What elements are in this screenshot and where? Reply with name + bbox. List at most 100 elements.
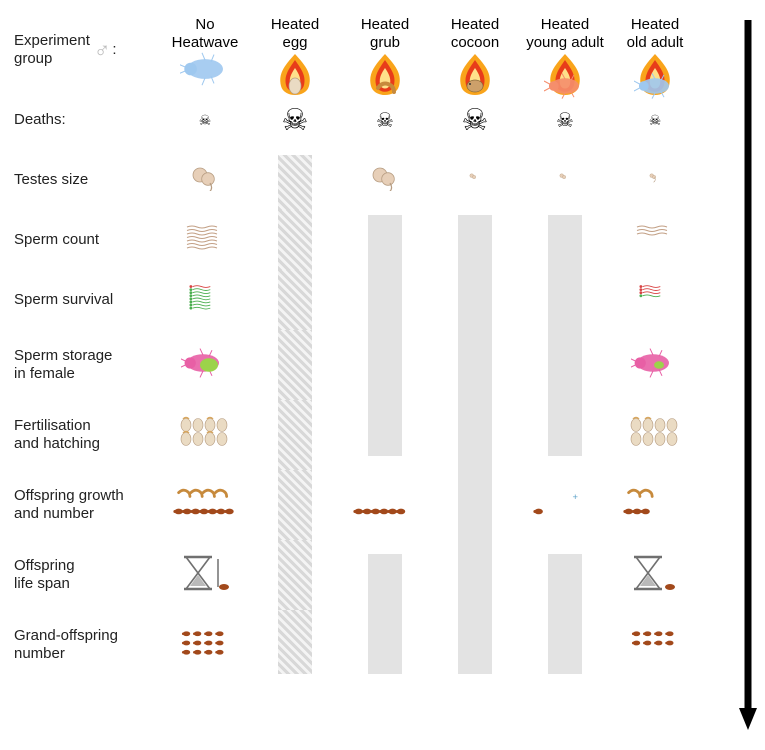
no-data-greyed [458, 540, 492, 610]
cell-deaths-cocoon: ☠ [430, 90, 520, 150]
cell-deaths-oadult: ☠ [610, 90, 700, 150]
cell-spsurv-oadult [610, 270, 700, 330]
no-data-greyed [368, 270, 402, 330]
cell-offlife-cocoon [430, 540, 520, 610]
testes-icon [557, 171, 573, 190]
grand-offspring-icon [180, 626, 230, 665]
skull-icon: ☠ [199, 112, 212, 129]
offspring-icon [623, 483, 687, 528]
cell-offlife-grub [340, 540, 430, 610]
cell-spcount-oadult [610, 210, 700, 270]
cell-spcount-nohw [160, 210, 250, 270]
skull-icon: ☠ [462, 103, 489, 138]
skull-icon: ☠ [282, 103, 309, 138]
col-label: Heatedyoung adult [526, 16, 604, 52]
no-data-greyed [548, 400, 582, 456]
cell-spstore-egg [250, 330, 340, 400]
no-data-hatched [278, 400, 312, 470]
no-data-greyed [368, 610, 402, 674]
no-data-greyed [548, 554, 582, 610]
eggs-icon [628, 415, 682, 456]
cell-grand-nohw [160, 610, 250, 680]
no-data-greyed [458, 400, 492, 470]
cell-spsurv-egg [250, 270, 340, 330]
sperm-count-icon [633, 223, 677, 258]
col-header-grub: Heatedgrub [340, 10, 430, 90]
sperm-count-icon [183, 223, 227, 258]
cell-offgrow-grub [340, 470, 430, 540]
no-data-greyed [458, 330, 492, 400]
cell-grand-cocoon [430, 610, 520, 680]
cell-fert-cocoon [430, 400, 520, 470]
no-data-hatched [278, 470, 312, 540]
testes-icon [647, 171, 663, 190]
col-label: Heatedcocoon [451, 16, 499, 52]
col-label: NoHeatwave [172, 16, 239, 52]
cell-deaths-nohw: ☠ [160, 90, 250, 150]
no-data-hatched [278, 540, 312, 610]
cell-fert-yadult [520, 400, 610, 470]
sperm-storage-icon [631, 345, 679, 386]
cell-spsurv-grub [340, 270, 430, 330]
cell-grand-grub [340, 610, 430, 680]
cell-deaths-egg: ☠ [250, 90, 340, 150]
no-data-greyed [368, 215, 402, 270]
col-header-oadult: Heatedold adult [610, 10, 700, 90]
cell-testes-oadult [610, 150, 700, 210]
cell-fert-grub [340, 400, 430, 470]
header-label: Experimentgroup♂: [10, 10, 160, 90]
cell-offgrow-egg [250, 470, 340, 540]
cell-offlife-yadult [520, 540, 610, 610]
male-icon: ♂ [94, 37, 111, 63]
cell-spstore-grub [340, 330, 430, 400]
no-data-greyed [458, 270, 492, 330]
testes-icon [368, 165, 402, 196]
cell-deaths-yadult: ☠ [520, 90, 610, 150]
eggs-icon [178, 415, 232, 456]
no-data-greyed [548, 610, 582, 674]
cell-testes-grub [340, 150, 430, 210]
col-header-nohw: NoHeatwave [160, 10, 250, 90]
sperm-survival-icon [633, 283, 677, 318]
cell-spstore-yadult [520, 330, 610, 400]
vertical-arrow [739, 20, 757, 730]
row-label-deaths: Deaths: [10, 90, 160, 150]
no-data-hatched [278, 270, 312, 330]
no-data-hatched [278, 610, 312, 674]
cell-spcount-grub [340, 210, 430, 270]
cell-spcount-egg [250, 210, 340, 270]
testes-icon [467, 171, 483, 190]
skull-icon: ☠ [376, 108, 394, 133]
col-label: Heatedegg [271, 16, 319, 52]
col-header-egg: Heatedegg [250, 10, 340, 90]
no-data-greyed [368, 400, 402, 456]
cell-spstore-nohw [160, 330, 250, 400]
row-label-fert: Fertilisationand hatching [10, 400, 160, 470]
cell-grand-egg [250, 610, 340, 680]
cell-testes-cocoon [430, 150, 520, 210]
hourglass-icon [630, 551, 680, 600]
cell-spstore-cocoon [430, 330, 520, 400]
row-label-offgrow: Offspring growthand number [10, 470, 160, 540]
offspring-icon: + [533, 483, 597, 528]
no-data-hatched [278, 210, 312, 270]
no-data-greyed [548, 270, 582, 330]
cell-fert-oadult [610, 400, 700, 470]
offspring-icon [353, 483, 417, 528]
no-data-greyed [368, 330, 402, 400]
col-label: Heatedgrub [361, 16, 409, 52]
hourglass-icon [180, 551, 230, 600]
no-data-greyed [548, 330, 582, 400]
cell-fert-nohw [160, 400, 250, 470]
cell-spsurv-nohw [160, 270, 250, 330]
no-data-hatched [278, 155, 312, 210]
grand-offspring-icon [630, 626, 680, 665]
cell-offlife-egg [250, 540, 340, 610]
no-data-hatched [278, 330, 312, 400]
row-label-offlife: Offspringlife span [10, 540, 160, 610]
col-header-cocoon: Heatedcocoon [430, 10, 520, 90]
cell-deaths-grub: ☠ [340, 90, 430, 150]
no-data-greyed [458, 470, 492, 540]
cell-fert-egg [250, 400, 340, 470]
cell-offgrow-nohw [160, 470, 250, 540]
